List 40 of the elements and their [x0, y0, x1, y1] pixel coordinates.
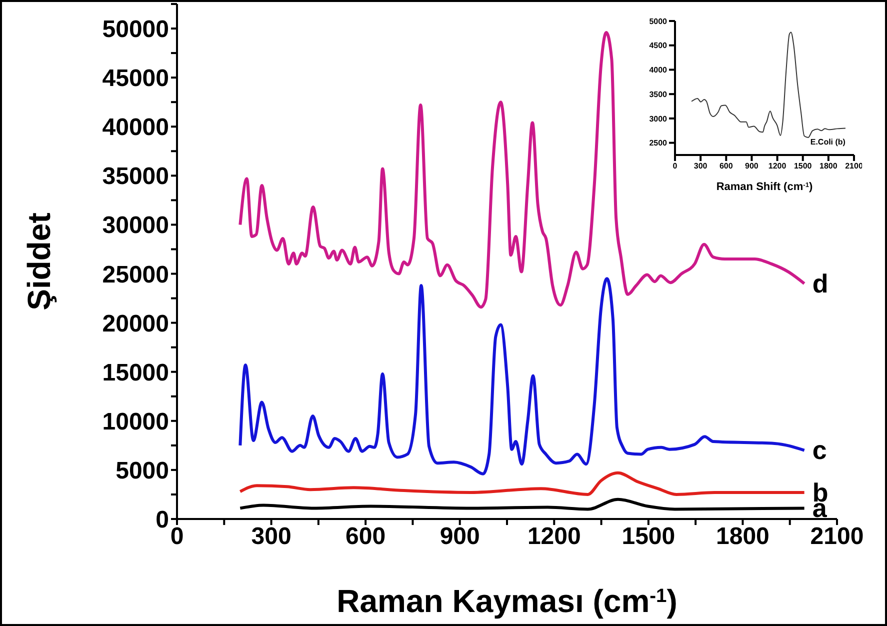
x-tick-label: 600 [346, 523, 386, 550]
x-tick-label: 600 [719, 162, 734, 171]
x-axis-title: Raman Kayması (cm$^{-1}$) [336, 583, 678, 619]
x-tick-label: 1200 [768, 162, 787, 171]
line-series [238, 277, 806, 476]
y-tick-label: 3500 [649, 90, 668, 99]
y-tick-label: 35000 [102, 163, 169, 190]
x-tick-label: 900 [440, 523, 480, 550]
x-tick-label: 1800 [716, 523, 770, 550]
y-tick-label: 4000 [649, 66, 668, 75]
y-tick-label: 30000 [102, 212, 169, 240]
x-tick-label: 2100 [810, 523, 864, 550]
y-tick-label: 20000 [102, 310, 169, 338]
y-tick-label: 3000 [649, 114, 668, 124]
series-label: E.Coli (b) [810, 137, 846, 146]
y-tick-label: 50000 [102, 16, 169, 44]
x-tick-label: 300 [251, 523, 292, 550]
x-axis-title: Raman Shift (cm$^{-1}$) [716, 181, 813, 193]
y-tick-label: 4500 [649, 41, 668, 50]
y-tick-label: 45000 [102, 65, 169, 92]
x-tick-label: 1200 [527, 523, 581, 550]
line-series [691, 32, 846, 138]
y-tick-label: 25000 [102, 261, 169, 288]
series-label: d [812, 268, 828, 298]
x-tick-label: 900 [745, 162, 759, 171]
y-tick-label: 5000 [116, 457, 169, 484]
y-axis-title: Şiddet [21, 212, 58, 310]
x-tick-label: 300 [694, 162, 708, 171]
y-tick-label: 40000 [102, 114, 169, 142]
x-tick-label: 1500 [622, 523, 676, 550]
y-tick-label: 10000 [102, 408, 169, 436]
x-tick-label: 1500 [794, 162, 812, 171]
x-tick-label: 1800 [820, 162, 838, 171]
y-tick-label: 2500 [649, 138, 668, 148]
y-tick-label: 15000 [102, 359, 169, 386]
line-series [238, 498, 806, 511]
series-label: c [812, 435, 827, 466]
x-tick-label: 0 [672, 162, 678, 171]
y-tick-label: 5000 [649, 16, 668, 26]
line-series [238, 471, 806, 496]
